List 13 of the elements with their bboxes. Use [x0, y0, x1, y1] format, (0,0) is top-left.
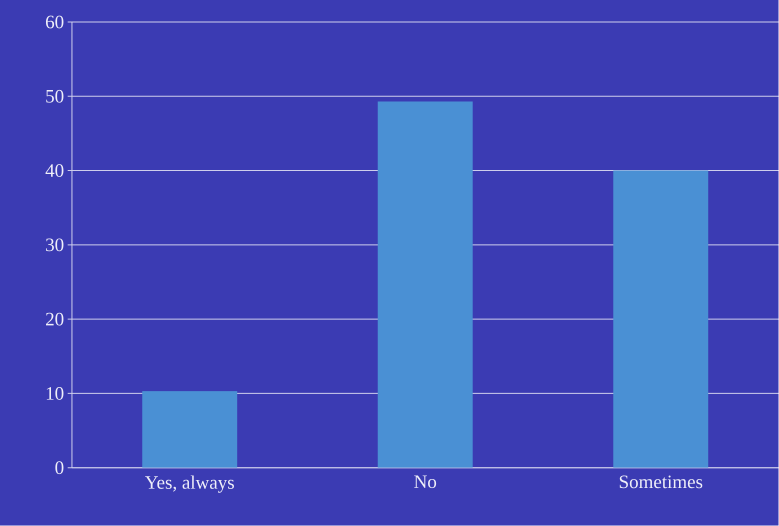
y-tick-label: 30: [46, 238, 64, 252]
x-tick-label: Sometimes: [620, 476, 702, 488]
bar: [142, 391, 238, 468]
bar: [613, 170, 708, 468]
y-tick-label: 10: [46, 387, 64, 400]
y-tick-label: 40: [46, 164, 64, 178]
y-tick-label: 20: [46, 312, 64, 326]
bar: [378, 102, 473, 468]
y-tick-label: 50: [46, 90, 64, 103]
x-tick-label: Yes, always: [145, 476, 234, 493]
x-tick-label: No: [414, 476, 436, 488]
y-tick-label: 0: [55, 461, 64, 474]
y-tick-label: 60: [46, 16, 64, 29]
